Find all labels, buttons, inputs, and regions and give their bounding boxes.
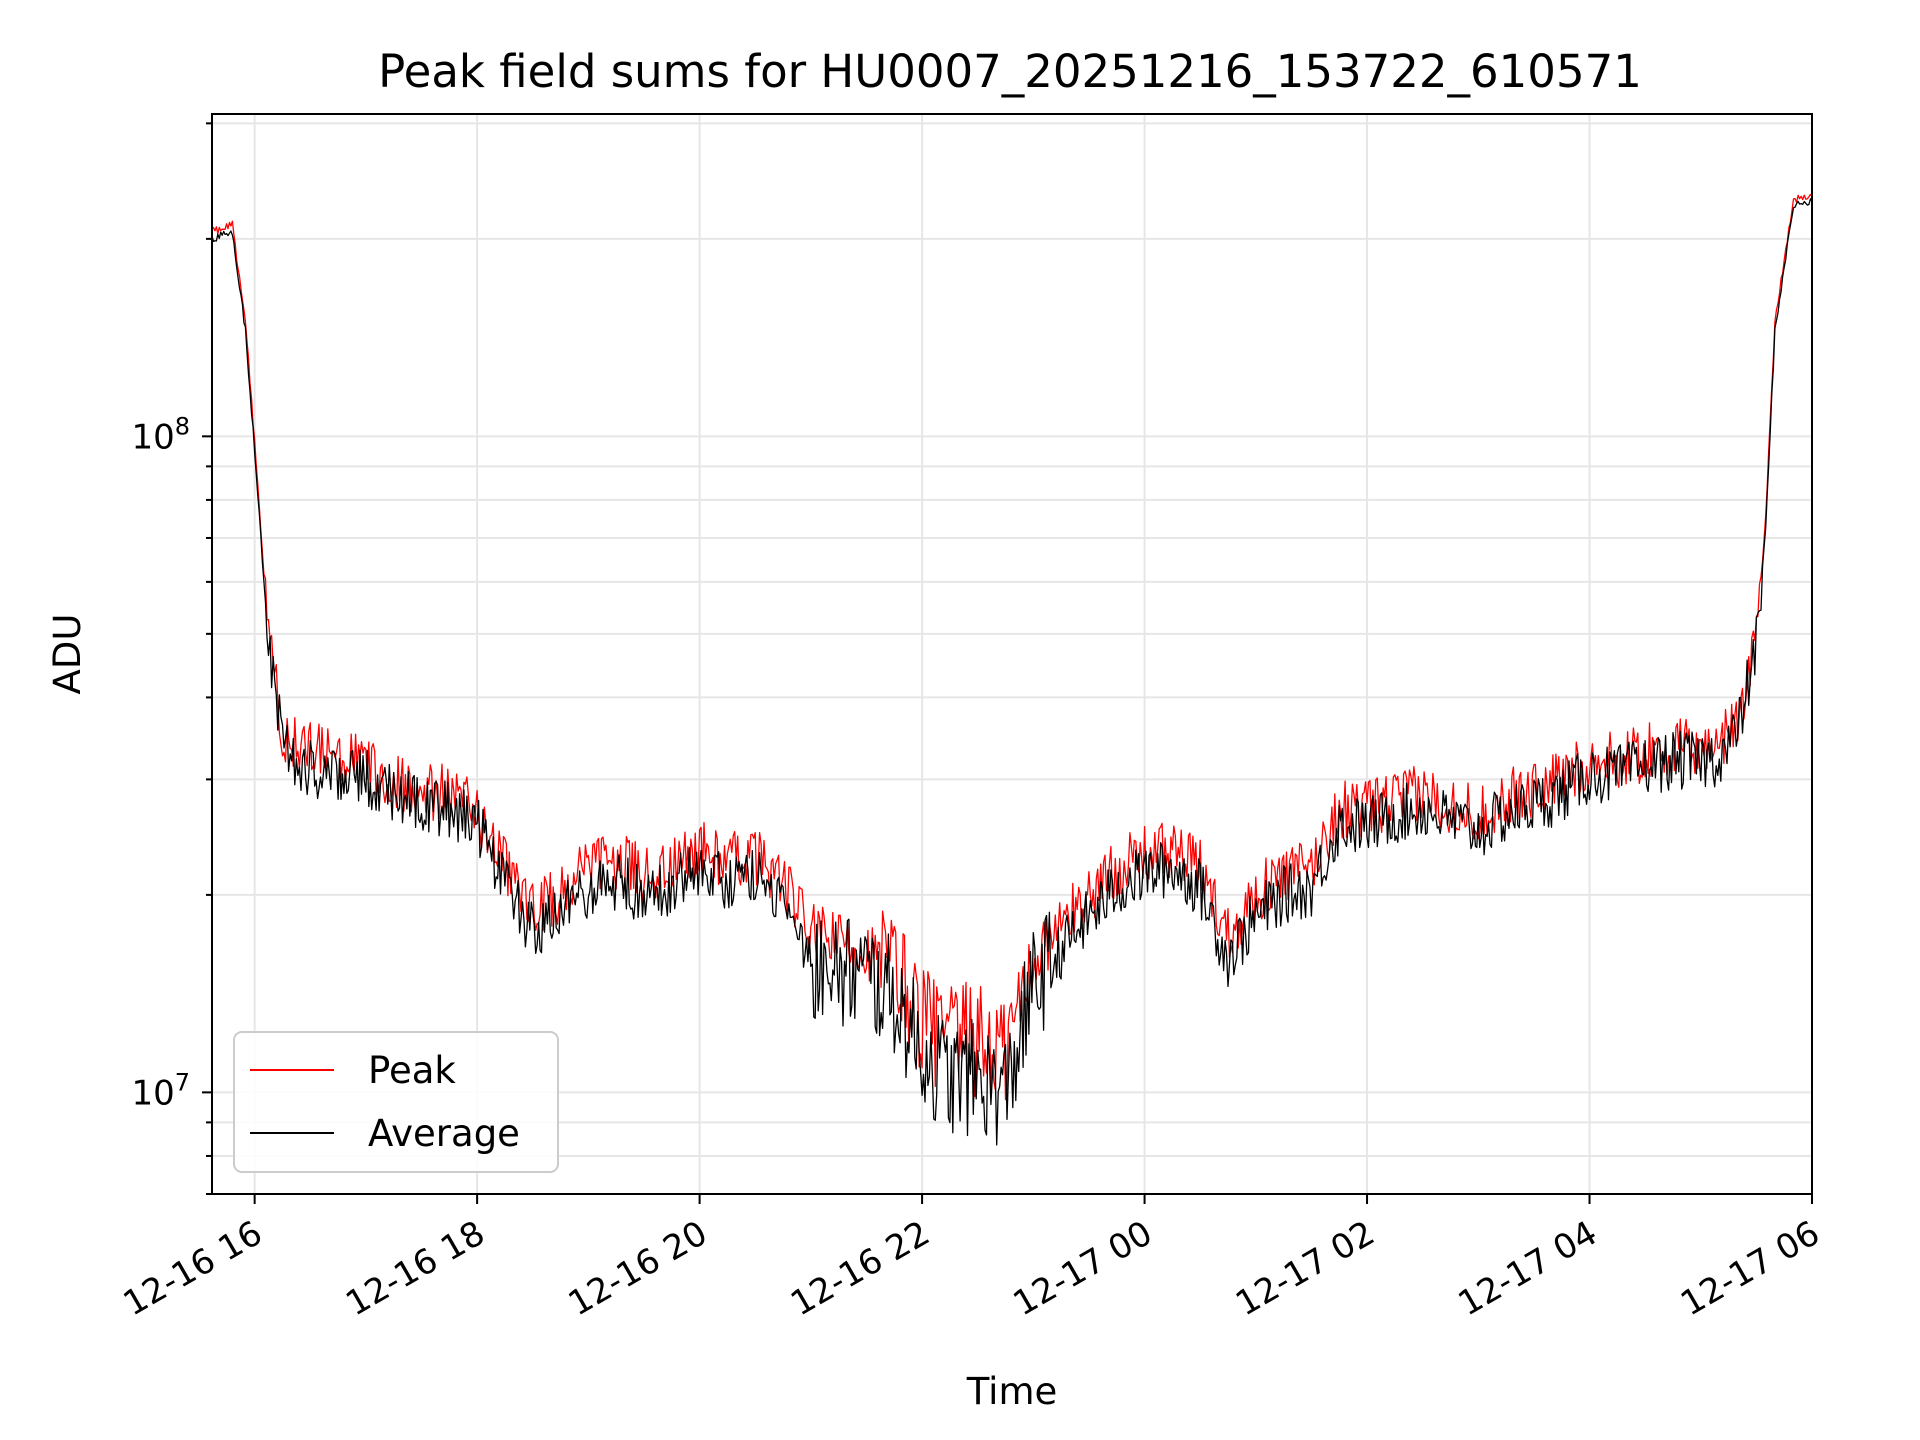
plot-frame [211, 113, 1813, 1195]
legend-peak-label: Peak [368, 1049, 456, 1092]
legend: Peak Average [233, 1031, 559, 1173]
x-axis-label: Time [966, 1370, 1058, 1413]
legend-average-label: Average [368, 1112, 520, 1155]
y-tick-label: 107 [131, 1068, 190, 1113]
series-group [211, 193, 1813, 1146]
y-axis-label: ADU [46, 614, 89, 695]
chart-title: Peak field sums for HU0007_20251216_1537… [378, 45, 1642, 98]
series-line-average [211, 198, 1813, 1146]
legend-box [233, 1031, 559, 1173]
y-tick-label: 108 [131, 412, 190, 457]
